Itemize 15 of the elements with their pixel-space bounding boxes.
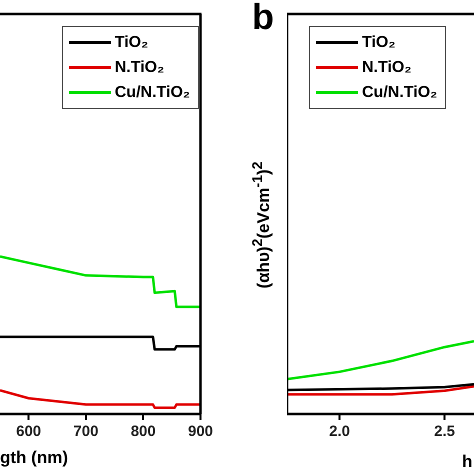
x-tick-label: 700 — [73, 423, 98, 440]
x-tick-label: 600 — [16, 423, 42, 440]
legend-label: N.TiO₂ — [114, 58, 164, 78]
legend-label: N.TiO₂ — [362, 58, 412, 78]
x-axis-title: gth (nm) — [0, 448, 68, 468]
x-tick-label: 2.5 — [434, 423, 456, 440]
x-tick-label: 900 — [188, 423, 213, 440]
legend-label: TiO₂ — [362, 33, 396, 53]
legend-label: Cu/N.TiO₂ — [362, 83, 438, 103]
x-axis-title: h — [462, 452, 472, 472]
x-tick-label: 2.0 — [329, 423, 350, 440]
legend-label: TiO₂ — [114, 33, 148, 53]
x-tick-label: 800 — [130, 423, 156, 440]
text: b — [252, 0, 274, 37]
legend-label: Cu/N.TiO₂ — [114, 83, 190, 103]
